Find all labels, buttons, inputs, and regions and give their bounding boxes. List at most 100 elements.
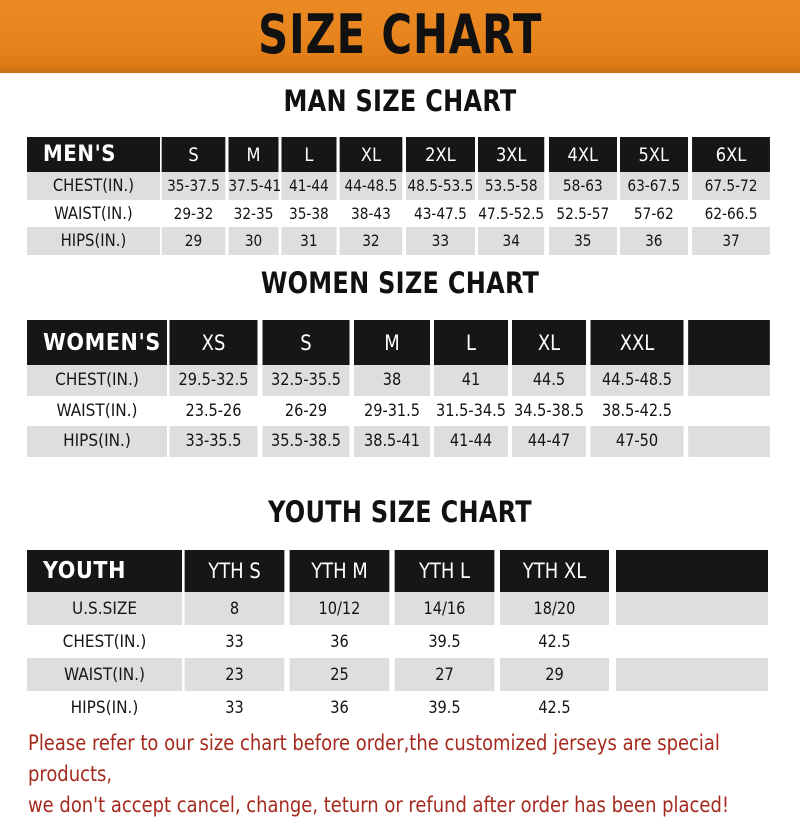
men-cell-2-5: 34 (478, 227, 545, 255)
men-cell-2-6: 35 (548, 227, 617, 255)
women-cell-2-0: 33-35.5 (169, 426, 258, 457)
women-cell-1-0: 23.5-26 (169, 395, 258, 426)
men-cell-2-0: 29 (161, 227, 226, 255)
men-header-row: MEN'S S M L XL 2XL 3XL 4XL 5XL 6XL (27, 137, 772, 172)
women-header-row: WOMEN'S XS S M L XL XXL (27, 320, 772, 365)
men-cell-1-2: 35-38 (281, 199, 337, 227)
men-corner-label: MEN'S (27, 137, 160, 172)
women-size-table: WOMEN'S XS S M L XL XXL CHEST(IN.) 29.5-… (27, 320, 772, 457)
men-size-col-2: L (281, 137, 337, 172)
men-cell-0-7: 63-67.5 (620, 172, 689, 200)
men-cell-1-5: 47.5-52.5 (478, 199, 545, 227)
men-cell-1-0: 29-32 (161, 199, 226, 227)
men-cell-0-3: 44-48.5 (339, 172, 402, 200)
women-cell-0-5: 44.5-48.5 (590, 365, 684, 396)
men-row-label-2: HIPS(IN.) (27, 227, 160, 255)
women-size-col-3: L (433, 320, 509, 365)
table-row: WAIST(IN.) 23 25 27 29 (27, 658, 772, 691)
women-size-col-6 (688, 320, 770, 365)
women-cell-2-2: 38.5-41 (354, 426, 430, 457)
table-row: WAIST(IN.) 29-32 32-35 35-38 38-43 43-47… (27, 199, 772, 227)
men-cell-1-7: 57-62 (620, 199, 689, 227)
women-cell-0-3: 41 (433, 365, 509, 396)
youth-size-col-4 (616, 550, 768, 592)
youth-size-col-1: YTH M (289, 550, 390, 592)
youth-corner-label: YOUTH (27, 550, 182, 592)
youth-cell-1-1: 36 (289, 625, 390, 658)
men-size-col-5: 3XL (478, 137, 545, 172)
youth-section-title: YOUTH SIZE CHART (268, 495, 532, 529)
table-row: HIPS(IN.) 29 30 31 32 33 34 35 36 37 (27, 227, 772, 255)
men-cell-0-8: 67.5-72 (692, 172, 770, 200)
youth-cell-0-4 (616, 592, 768, 625)
men-size-col-3: XL (339, 137, 402, 172)
women-cell-0-1: 32.5-35.5 (262, 365, 350, 396)
youth-cell-2-3: 29 (499, 658, 610, 691)
youth-cell-3-4 (616, 691, 768, 724)
youth-size-col-2: YTH L (394, 550, 495, 592)
footer-line-1: Please refer to our size chart before or… (28, 731, 720, 786)
youth-header-row: YOUTH YTH S YTH M YTH L YTH XL (27, 550, 772, 592)
youth-cell-1-4 (616, 625, 768, 658)
men-size-col-7: 5XL (620, 137, 689, 172)
youth-cell-0-2: 14/16 (394, 592, 495, 625)
men-cell-1-6: 52.5-57 (548, 199, 617, 227)
men-cell-2-3: 32 (339, 227, 402, 255)
table-row: CHEST(IN.) 29.5-32.5 32.5-35.5 38 41 44.… (27, 365, 772, 396)
page-title: SIZE CHART (257, 2, 543, 66)
men-cell-2-1: 30 (228, 227, 279, 255)
women-cell-0-6 (688, 365, 770, 396)
men-cell-0-0: 35-37.5 (161, 172, 226, 200)
women-cell-2-5: 47-50 (590, 426, 684, 457)
header-banner: SIZE CHART (0, 0, 800, 73)
women-section-title: WOMEN SIZE CHART (260, 266, 540, 300)
men-cell-0-1: 37.5-41 (228, 172, 281, 200)
women-cell-0-2: 38 (354, 365, 430, 396)
youth-cell-0-3: 18/20 (499, 592, 610, 625)
women-row-label-2: HIPS(IN.) (27, 426, 167, 457)
women-cell-1-6 (688, 395, 770, 426)
women-cell-1-4: 34.5-38.5 (511, 395, 587, 426)
women-cell-1-5: 38.5-42.5 (590, 395, 684, 426)
youth-row-label-2: WAIST(IN.) (27, 658, 182, 691)
men-cell-0-2: 41-44 (281, 172, 337, 200)
men-size-col-4: 2XL (405, 137, 475, 172)
youth-cell-0-1: 10/12 (289, 592, 390, 625)
women-cell-0-4: 44.5 (511, 365, 587, 396)
table-row: U.S.SIZE 8 10/12 14/16 18/20 (27, 592, 772, 625)
youth-cell-2-2: 27 (394, 658, 495, 691)
youth-cell-1-0: 33 (184, 625, 285, 658)
men-size-table: MEN'S S M L XL 2XL 3XL 4XL 5XL 6XL CHEST… (27, 137, 772, 255)
table-row: CHEST(IN.) 33 36 39.5 42.5 (27, 625, 772, 658)
youth-cell-1-2: 39.5 (394, 625, 495, 658)
youth-row-label-3: HIPS(IN.) (27, 691, 182, 724)
youth-size-col-3: YTH XL (499, 550, 610, 592)
men-row-label-1: WAIST(IN.) (27, 199, 160, 227)
men-cell-1-1: 32-35 (228, 199, 279, 227)
women-cell-2-3: 41-44 (433, 426, 509, 457)
women-cell-1-3: 31.5-34.5 (433, 395, 509, 426)
youth-size-col-0: YTH S (184, 550, 285, 592)
women-cell-2-1: 35.5-38.5 (262, 426, 350, 457)
men-size-col-0: S (161, 137, 226, 172)
men-size-col-6: 4XL (548, 137, 617, 172)
men-cell-2-8: 37 (692, 227, 770, 255)
women-cell-1-1: 26-29 (262, 395, 350, 426)
women-cell-2-4: 44-47 (511, 426, 587, 457)
men-cell-1-4: 43-47.5 (405, 199, 475, 227)
table-row: WAIST(IN.) 23.5-26 26-29 29-31.5 31.5-34… (27, 395, 772, 426)
youth-cell-3-2: 39.5 (394, 691, 495, 724)
women-row-label-0: CHEST(IN.) (27, 365, 167, 396)
youth-size-table: YOUTH YTH S YTH M YTH L YTH XL U.S.SIZE … (27, 550, 772, 724)
men-size-col-1: M (228, 137, 279, 172)
men-cell-1-8: 62-66.5 (692, 199, 770, 227)
youth-row-label-1: CHEST(IN.) (27, 625, 182, 658)
men-cell-2-2: 31 (281, 227, 337, 255)
youth-cell-0-0: 8 (184, 592, 285, 625)
youth-row-label-0: U.S.SIZE (27, 592, 182, 625)
youth-cell-3-0: 33 (184, 691, 285, 724)
women-size-col-4: XL (511, 320, 587, 365)
youth-cell-1-3: 42.5 (499, 625, 610, 658)
men-section-title: MAN SIZE CHART (283, 84, 517, 118)
